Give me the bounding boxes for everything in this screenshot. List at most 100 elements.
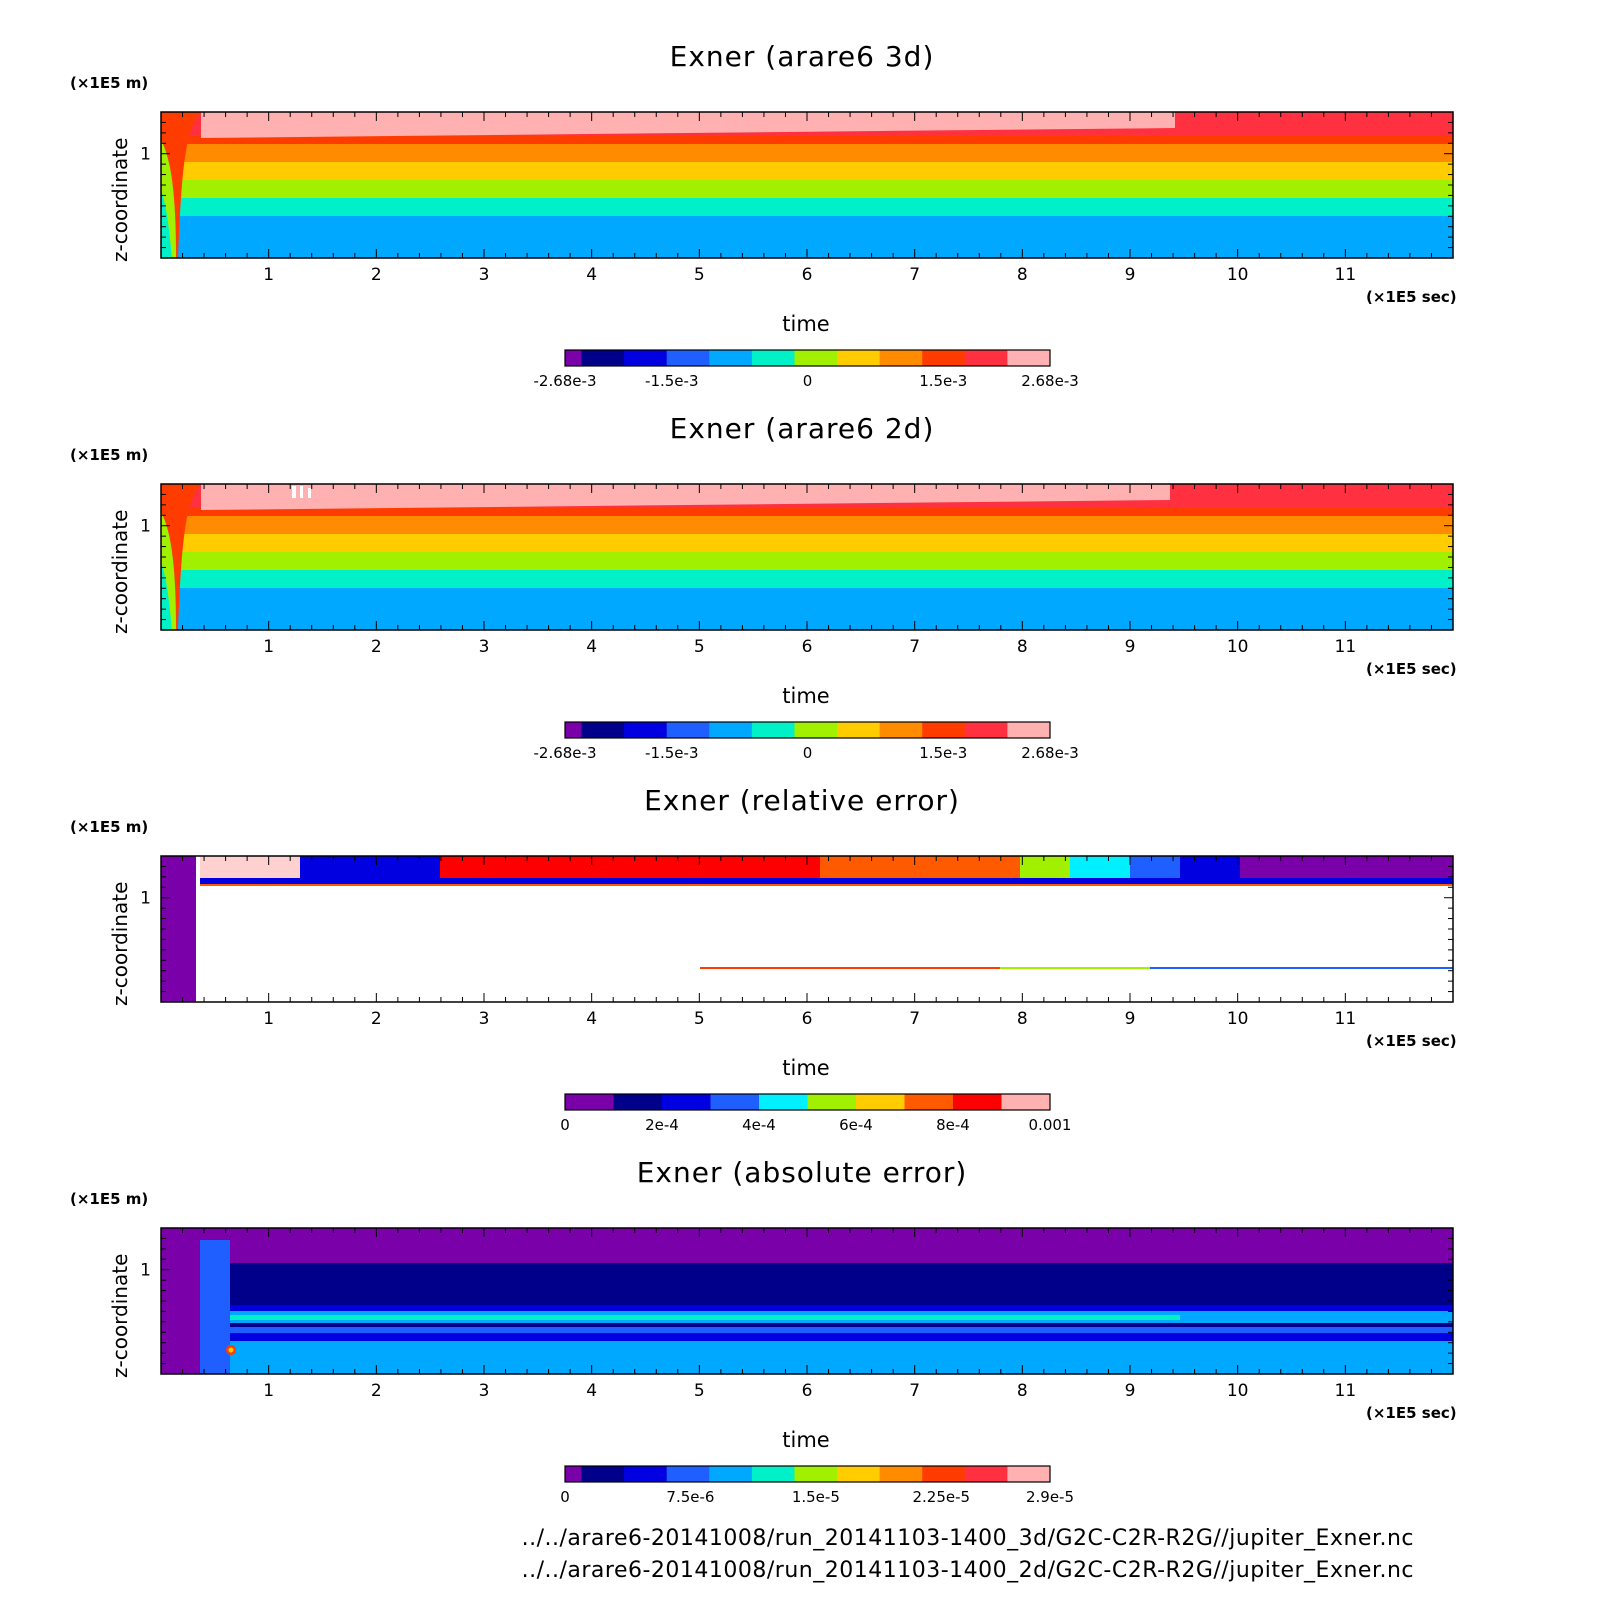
panel-3-x-unit: (×1E5 sec) [1366,1032,1457,1050]
panel-4-colorbar-bin [794,1466,838,1482]
panel-1-colorbar-bin [794,350,838,366]
panel-3-x-tick-label: 7 [909,1009,920,1029]
panel-2-colorbar-bin [624,722,668,738]
panel-4-x-tick-label: 11 [1335,1381,1357,1401]
panel-1-y-tick-label: 1 [140,145,151,165]
panel-2-field [161,484,1453,630]
panel-1-x-tick-label: 8 [1017,265,1028,285]
panel-2-x-tick-label: 5 [694,637,705,657]
panel-3-colorbar-frame [564,1093,1051,1111]
panel-4-colorbar-label: 1.5e-5 [792,1488,840,1506]
panel-3-x-tick-label: 3 [479,1009,490,1029]
panel-1-colorbar-bin [922,350,966,366]
panel-4-x-tick-label: 9 [1125,1381,1136,1401]
panel-2-x-tick-label: 3 [479,637,490,657]
panel-4-colorbar-bin [922,1466,966,1482]
panel-4-title: Exner (absolute error) [636,1156,968,1189]
panel-2-x-tick-label: 11 [1335,637,1357,657]
panel-4-colorbar-bin [751,1466,795,1482]
panel-2-x-label: time [782,684,830,708]
footer-path-2d: ../../arare6-20141008/run_20141103-1400_… [521,1558,1414,1583]
panel-1-colorbar-bin [581,350,625,366]
panel-4-colorbar-label: 0 [560,1488,570,1506]
panel-3-colorbar-bin [613,1094,663,1110]
panel-2-y-tick-label: 1 [140,517,151,537]
panel-4-x-tick-label: 2 [371,1381,382,1401]
panel-4-x-tick-label: 5 [694,1381,705,1401]
panel-1-x-tick-label: 4 [586,265,597,285]
panel-1-x-unit: (×1E5 sec) [1366,288,1457,306]
panel-1-title: Exner (arare6 3d) [669,40,935,73]
panel-1-colorbar-label: 1.5e-3 [919,372,967,390]
panel-1-colorbar-label: -2.68e-3 [534,372,597,390]
panel-3-colorbar-label: 2e-4 [645,1116,679,1134]
panel-3-colorbar-label: 8e-4 [936,1116,970,1134]
panel-3-x-label: time [782,1056,830,1080]
panel-4-colorbar-bin [964,1466,1008,1482]
panel-2-x-tick-label: 9 [1125,637,1136,657]
panel-3-colorbar-bin [953,1094,1002,1110]
panel-1-x-tick-label: 9 [1125,265,1136,285]
panel-4-colorbar-bin [565,1466,582,1482]
panel-2-x-tick-label: 10 [1227,637,1249,657]
panel-2-x-tick-label: 1 [263,637,274,657]
panel-1-x-tick-label: 11 [1335,265,1357,285]
panel-2-colorbar-bin [879,722,923,738]
panel-2-colorbar-bin [565,722,582,738]
panel-1-x-tick-label: 6 [802,265,813,285]
panel-4-x-tick-label: 10 [1227,1381,1249,1401]
panel-4-x-tick-label: 7 [909,1381,920,1401]
panel-4-colorbar-bin [1007,1466,1051,1482]
panel-2-colorbar-bin [922,722,966,738]
panel-3-y-tick-label: 1 [140,889,151,909]
panel-1-colorbar-bin [709,350,753,366]
panel-2-x-tick-label: 8 [1017,637,1028,657]
panel-3-x-tick-label: 1 [263,1009,274,1029]
panel-4-colorbar-bin [581,1466,625,1482]
panel-1-colorbar-bin [964,350,1008,366]
panel-4-y-tick-label: 1 [140,1261,151,1281]
panel-2-x-tick-label: 6 [802,637,813,657]
panel-4-colorbar-bin [879,1466,923,1482]
panel-3-x-tick-label: 2 [371,1009,382,1029]
panel-2-colorbar-label: -2.68e-3 [534,744,597,762]
panel-2-x-tick-label: 7 [909,637,920,657]
panel-2-x-tick-label: 2 [371,637,382,657]
panel-1-x-label: time [782,312,830,336]
panel-1-y-unit: (×1E5 m) [70,74,149,92]
panel-3-colorbar-label: 6e-4 [839,1116,873,1134]
panel-2-colorbar-bin [751,722,795,738]
panel-4-x-tick-label: 6 [802,1381,813,1401]
panel-2-colorbar-bin [794,722,838,738]
panel-2-colorbar-label: 2.68e-3 [1021,744,1079,762]
panel-2-y-unit: (×1E5 m) [70,446,149,464]
panel-4-colorbar-bin [666,1466,710,1482]
panel-4-colorbar-bin [837,1466,881,1482]
panel-4-colorbar-bin [709,1466,753,1482]
panel-3-x-tick-label: 4 [586,1009,597,1029]
panel-1-colorbar-bin [879,350,923,366]
panel-2-colorbar-label: 0 [803,744,813,762]
panel-3-x-tick-label: 11 [1335,1009,1357,1029]
panel-3-x-tick-label: 8 [1017,1009,1028,1029]
panel-4-x-tick-label: 3 [479,1381,490,1401]
panel-3-field [161,856,1453,1002]
panel-1-field [161,112,1453,258]
panel-1-colorbar-bin [751,350,795,366]
panel-1-x-tick-label: 7 [909,265,920,285]
footer-path-3d: ../../arare6-20141008/run_20141103-1400_… [521,1526,1414,1551]
panel-3-colorbar-label: 0.001 [1029,1116,1072,1134]
panel-3-x-tick-label: 9 [1125,1009,1136,1029]
panel-3-colorbar-bin [856,1094,905,1110]
panel-1-colorbar-bin [1007,350,1051,366]
panel-1-colorbar-label: 2.68e-3 [1021,372,1079,390]
panel-2-colorbar-bin [709,722,753,738]
panel-1-colorbar-bin [666,350,710,366]
panel-3-title: Exner (relative error) [644,784,960,817]
panel-1-x-tick-label: 2 [371,265,382,285]
panel-2-title: Exner (arare6 2d) [669,412,935,445]
panel-4-colorbar-frame [564,1465,1051,1483]
panel-2-colorbar-frame [564,721,1051,739]
panel-2-x-unit: (×1E5 sec) [1366,660,1457,678]
